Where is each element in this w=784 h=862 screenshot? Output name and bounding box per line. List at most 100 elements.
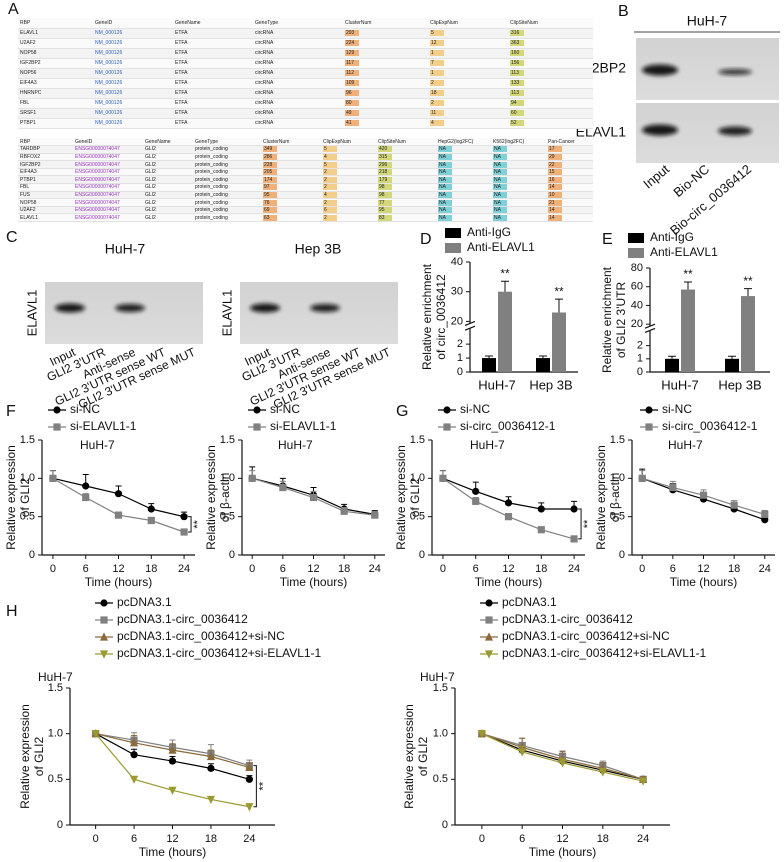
cell-value: 15 — [548, 169, 562, 176]
y-tick-label: 20 — [631, 318, 643, 330]
table-row: U2AF2 NM_000126 ETFA circRNA 224 12 363 — [18, 38, 593, 49]
y-axis-label: of GLI2 3'UTR — [614, 282, 628, 359]
legend-label: Anti-IgG — [467, 225, 511, 239]
marker — [761, 510, 769, 518]
y-axis-label: of circ_0036412 — [434, 274, 448, 360]
marker — [340, 507, 348, 515]
cell-value: ELAVL1 — [20, 30, 38, 36]
cell-value: 218 — [378, 169, 392, 176]
error-bar — [728, 355, 736, 359]
cell-value: ENSG00000074047 — [75, 207, 120, 214]
axis-break-gap — [465, 323, 475, 329]
axis-break-mark — [464, 325, 476, 331]
table-cell: 98 — [376, 191, 436, 200]
table-cell: GLI2 — [143, 191, 193, 200]
x-axis-label: Time (hours) — [475, 575, 543, 589]
cell-value: 11 — [430, 110, 444, 116]
table-cell: NM_000126 — [93, 48, 173, 59]
marker — [207, 764, 215, 772]
table-cell: protein_coding — [193, 145, 261, 154]
table-cell: 98 — [376, 183, 436, 192]
x-axis-label: Time (hours) — [139, 845, 207, 859]
cell-value: ETFA — [175, 80, 188, 86]
legend-marker — [99, 632, 109, 641]
cell-value: IGF2BP2 — [20, 161, 41, 168]
table-cell: NM_000126 — [93, 58, 173, 69]
cell-value: NA — [493, 191, 507, 198]
table-cell: RBFOX2 — [18, 153, 73, 162]
cell-value: 6 — [323, 207, 337, 213]
legend-swatch — [445, 228, 461, 238]
marker — [147, 516, 155, 525]
legend-label: pcDNA3.1-circ_0036412+si-NC — [117, 629, 285, 643]
table-cell: 2 — [428, 98, 508, 109]
cell-value: circRNA — [255, 70, 274, 76]
x-axis-label: Time (hours) — [280, 575, 348, 589]
x-tick-label: 0 — [479, 833, 485, 845]
cell-value: ELAVL1 — [20, 214, 38, 221]
panel-label: E — [602, 231, 613, 248]
cell-value: 5 — [430, 30, 444, 36]
table-cell: PTBP1 — [18, 175, 73, 185]
cell-value: ENSG00000074047 — [75, 214, 120, 221]
table-cell: 228 — [261, 160, 321, 169]
cell-value: NA — [493, 176, 507, 183]
cell-value: ETFA — [175, 110, 188, 116]
y-tick-label: 0 — [419, 549, 425, 561]
table-cell: ENSG00000074047 — [73, 191, 143, 200]
legend-marker — [485, 616, 493, 624]
table-cell: 205 — [261, 168, 321, 177]
cell-value: 2 — [323, 176, 337, 183]
table-cell: 1 — [428, 48, 508, 59]
significance-label: ** — [500, 266, 510, 280]
table-row: IGF2BP2 NM_000126 ETFA circRNA 117 7 156 — [18, 58, 593, 69]
cell-value: 109 — [345, 80, 359, 86]
blot-title: HuH-7 — [105, 241, 146, 257]
blot-membrane — [240, 282, 398, 344]
marker — [245, 803, 254, 812]
error-bar — [485, 355, 493, 359]
cell-value: ETFA — [175, 90, 188, 96]
table-cell: 16 — [546, 175, 593, 185]
legend-marker — [253, 423, 261, 431]
marker — [180, 528, 188, 536]
table-row: FBL NM_000126 ETFA circRNA 80 2 94 — [18, 98, 593, 109]
table-row: TARDBP ENSG00000074047 GLI2 protein_coding 3… — [18, 145, 593, 154]
blot-membrane — [45, 282, 203, 344]
cell-value: GLI2 — [145, 214, 156, 221]
table-cell: 113 — [508, 88, 593, 99]
x-tick-label: 12 — [112, 563, 124, 575]
y-axis-label: Relative enrichment — [600, 266, 614, 373]
cell-value: 174 — [263, 176, 277, 183]
cell-value: GLI2 — [145, 169, 156, 176]
table-cell: NA — [491, 153, 546, 162]
table-cell: ETFA — [173, 38, 253, 49]
marker — [439, 474, 447, 482]
y-axis-label: Relative expression — [594, 445, 608, 550]
header-row: RBP GeneID GeneName GeneType ClusterNum ClipE… — [18, 138, 593, 147]
cell-value: NA — [438, 199, 452, 206]
annotation: HuH-7 — [38, 670, 73, 684]
series-line — [52, 477, 185, 518]
header-cell: GeneName — [173, 18, 253, 29]
cell-value: ETFA — [175, 40, 188, 46]
x-tick-label: 18 — [597, 833, 609, 845]
annotation: HuH-7 — [470, 438, 505, 452]
cell-value: NA — [438, 146, 452, 153]
cell-value: 2 — [323, 169, 337, 176]
table-cell: NA — [436, 160, 491, 169]
header-cell: GeneType — [253, 18, 343, 29]
x-tick-label: 0 — [440, 563, 446, 575]
x-tick-label: 12 — [556, 833, 568, 845]
cell-value: 2 — [323, 184, 337, 191]
y-tick-label: 0 — [442, 819, 448, 831]
table-cell: FBL — [18, 98, 93, 109]
table-cell: GLI2 — [143, 160, 193, 169]
header-cell: K562(log2FC) — [491, 138, 546, 147]
blot-band — [718, 126, 752, 136]
x-tick-label: Hep 3B — [529, 377, 572, 392]
table-row: PTBP1 NM_000126 ETFA circRNA 41 4 52 — [18, 118, 593, 129]
cell-value: 94 — [510, 100, 524, 106]
marker — [371, 511, 379, 519]
table-cell: circRNA — [253, 88, 343, 99]
